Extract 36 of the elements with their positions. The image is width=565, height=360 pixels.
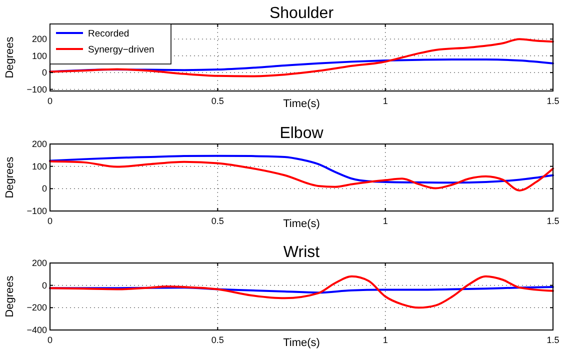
y-tick-label: −400	[26, 325, 47, 335]
y-tick-label: 0	[42, 68, 47, 78]
y-tick-label: 100	[32, 50, 47, 61]
x-tick-label: 1.5	[546, 96, 560, 106]
x-axis-title: Time(s)	[283, 98, 320, 110]
x-tick-label: 1	[382, 216, 388, 226]
y-tick-label: 100	[32, 161, 47, 172]
line-series	[49, 38, 554, 78]
legend-label: Synergy−driven	[88, 44, 154, 56]
line-series	[49, 154, 554, 184]
y-tick-label: −100	[26, 206, 47, 216]
chart-title: Elbow	[280, 125, 324, 142]
x-axis-title: Time(s)	[283, 218, 320, 230]
chart-title: Shoulder	[269, 5, 334, 22]
line-series	[49, 160, 554, 192]
y-tick-label: −100	[26, 84, 47, 94]
y-axis-title: Degrees	[4, 156, 16, 198]
chart-title: Wrist	[283, 244, 320, 261]
x-tick-label: 1.5	[546, 216, 560, 226]
x-tick-label: 0.5	[211, 216, 224, 226]
x-tick-label: 1	[382, 96, 388, 106]
y-tick-label: −200	[26, 302, 47, 313]
x-tick-label: 0.5	[211, 335, 224, 345]
y-tick-label: 200	[32, 139, 47, 149]
y-tick-label: 0	[42, 184, 47, 194]
legend-label: Recorded	[88, 28, 130, 40]
y-axis-title: Degrees	[4, 275, 16, 318]
y-tick-label: 200	[32, 258, 47, 268]
y-axis-title: Degrees	[4, 36, 16, 78]
x-tick-label: 0.5	[211, 96, 224, 106]
x-tick-label: 1	[382, 335, 388, 345]
line-series	[49, 275, 554, 309]
x-axis-title: Time(s)	[283, 337, 320, 349]
y-tick-label: 0	[42, 280, 47, 290]
y-tick-label: 200	[32, 34, 47, 44]
x-tick-label: 1.5	[546, 335, 560, 345]
